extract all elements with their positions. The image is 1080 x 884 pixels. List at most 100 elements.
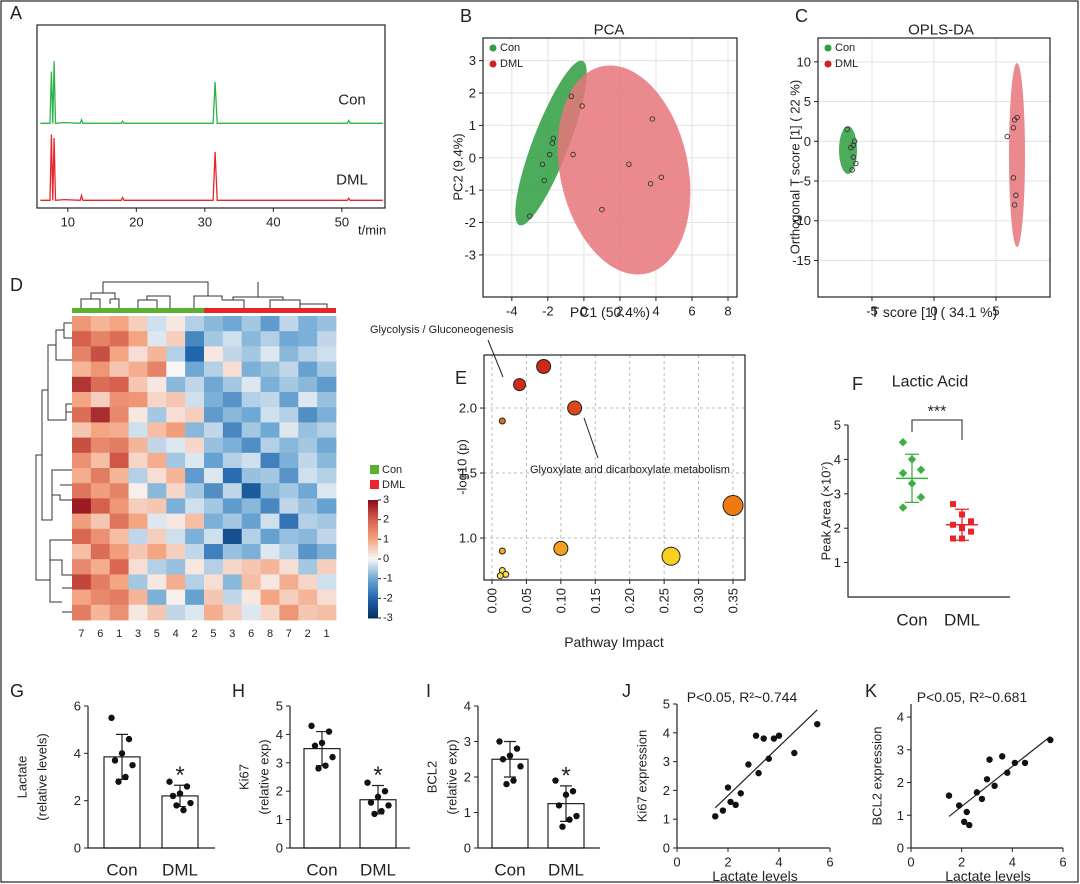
heat-cell bbox=[185, 376, 205, 393]
heat-cell bbox=[260, 361, 280, 378]
heat-cell bbox=[204, 528, 224, 545]
point bbox=[579, 103, 585, 109]
leader-line bbox=[487, 339, 504, 378]
colorbar-step bbox=[368, 517, 378, 521]
x-tick-label: DML bbox=[360, 861, 396, 880]
heat-cell bbox=[147, 392, 167, 408]
y-axis-label: Ki67 bbox=[237, 764, 252, 790]
heat-cell bbox=[298, 331, 318, 347]
heat-cell bbox=[128, 483, 148, 499]
x-tick-label: 0.05 bbox=[519, 588, 534, 613]
heat-cell bbox=[185, 422, 205, 438]
colorbar-step bbox=[368, 568, 378, 572]
heat-cell bbox=[185, 452, 205, 469]
heat-cell bbox=[241, 346, 261, 362]
y-axis-label: Ki67 expression bbox=[635, 730, 650, 823]
row-dendrogram bbox=[35, 322, 72, 613]
point bbox=[963, 808, 970, 816]
heat-cell bbox=[147, 498, 167, 514]
heat-cell bbox=[222, 407, 243, 423]
colorbar-step bbox=[368, 501, 378, 505]
heat-cell bbox=[128, 452, 148, 469]
heat-cell bbox=[90, 361, 111, 378]
heat-cell bbox=[317, 468, 337, 484]
y-tick-label: 1.0 bbox=[459, 531, 477, 546]
heat-cell bbox=[147, 331, 167, 347]
x-tick-label: Con bbox=[106, 861, 137, 880]
significance-bracket bbox=[911, 419, 963, 440]
heat-cell bbox=[260, 437, 280, 454]
y-tick-label: 4 bbox=[74, 746, 81, 761]
colorbar-step bbox=[368, 507, 378, 511]
heat-cell bbox=[260, 376, 280, 393]
y-tick-label: 4 bbox=[897, 710, 904, 725]
dot bbox=[555, 802, 563, 809]
point bbox=[539, 161, 546, 168]
heat-cell bbox=[147, 346, 167, 362]
bubble bbox=[722, 495, 744, 517]
point bbox=[1047, 736, 1054, 744]
heat-cell bbox=[317, 544, 337, 560]
y-tick-label: 1 bbox=[834, 555, 841, 570]
y-tick-label: 0 bbox=[464, 841, 471, 856]
x-tick-label: 10 bbox=[61, 215, 75, 230]
heat-cell bbox=[147, 589, 167, 606]
heat-cell bbox=[147, 604, 167, 621]
annotation: Glyoxylate and dicarboxylate metabolism bbox=[530, 464, 730, 476]
heat-cell bbox=[147, 316, 167, 332]
dot bbox=[187, 799, 194, 807]
heat-cell bbox=[90, 346, 111, 362]
dot bbox=[559, 823, 566, 830]
dot bbox=[118, 750, 126, 757]
x-tick-label: 30 bbox=[198, 215, 212, 230]
bubble bbox=[498, 547, 506, 555]
heat-cell bbox=[90, 316, 111, 332]
y-tick-label: 4 bbox=[276, 727, 283, 742]
dot bbox=[166, 778, 173, 785]
colorbar-step bbox=[368, 586, 378, 589]
dot bbox=[329, 753, 336, 761]
colorbar-step bbox=[368, 557, 378, 560]
point bbox=[814, 720, 821, 728]
heat-cell bbox=[109, 346, 129, 362]
heat-cell bbox=[128, 361, 148, 378]
heat-cell bbox=[90, 422, 111, 438]
heat-cell bbox=[241, 437, 261, 454]
colorbar-step bbox=[368, 580, 378, 584]
heat-cell bbox=[260, 483, 280, 499]
colorbar-step bbox=[368, 614, 378, 617]
heat-cell bbox=[279, 331, 299, 347]
group-bar bbox=[72, 308, 204, 313]
point bbox=[649, 116, 656, 122]
heat-cell bbox=[298, 589, 318, 606]
leader-line bbox=[583, 417, 599, 459]
heat-cell bbox=[128, 437, 148, 454]
x-tick-label: 4 bbox=[775, 855, 782, 870]
x-tick-label: 0 bbox=[930, 304, 937, 319]
heat-cell bbox=[166, 468, 186, 484]
plot-frame bbox=[483, 354, 746, 581]
heat-cell bbox=[260, 574, 280, 590]
dot bbox=[950, 535, 956, 542]
heat-cell bbox=[185, 483, 205, 499]
point bbox=[658, 174, 665, 180]
heat-cell bbox=[72, 392, 92, 408]
bubble bbox=[502, 570, 510, 578]
heat-cell bbox=[72, 559, 92, 575]
heat-cell bbox=[185, 544, 205, 560]
heat-cell bbox=[147, 452, 167, 469]
heat-cell bbox=[185, 589, 205, 606]
x-tick-label: 0.35 bbox=[726, 588, 741, 613]
x-tick-label: 0.00 bbox=[484, 588, 499, 613]
point bbox=[760, 735, 767, 742]
panel-label: G bbox=[10, 681, 24, 701]
heat-cell bbox=[298, 528, 318, 545]
heat-cell bbox=[298, 574, 318, 590]
heat-cell bbox=[90, 468, 111, 484]
heat-cell bbox=[204, 316, 224, 332]
colorbar-step bbox=[368, 523, 378, 527]
heat-cell bbox=[166, 422, 186, 438]
point bbox=[546, 151, 553, 158]
heat-cell bbox=[204, 392, 224, 408]
legend-label: Con bbox=[835, 42, 855, 54]
